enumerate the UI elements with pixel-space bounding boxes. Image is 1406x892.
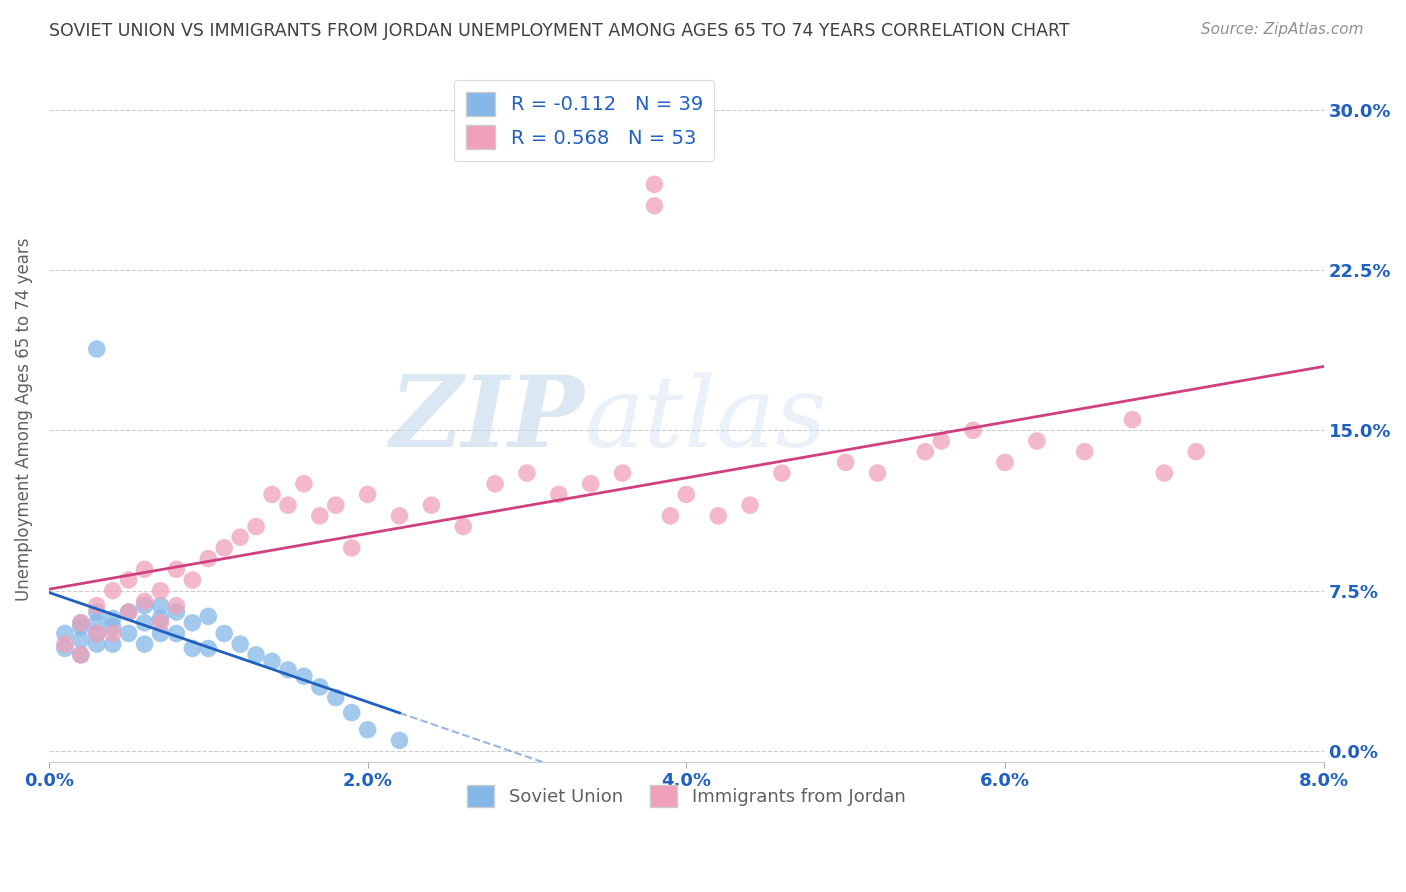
Point xyxy=(165,626,187,640)
Point xyxy=(866,466,889,480)
Point xyxy=(86,626,108,640)
Point xyxy=(86,605,108,619)
Point xyxy=(260,654,283,668)
Point xyxy=(101,637,124,651)
Point xyxy=(165,599,187,613)
Point xyxy=(1025,434,1047,448)
Point xyxy=(86,626,108,640)
Point xyxy=(1185,444,1208,458)
Point xyxy=(356,723,378,737)
Point xyxy=(69,620,91,634)
Point xyxy=(1121,412,1143,426)
Point xyxy=(86,342,108,356)
Point xyxy=(149,626,172,640)
Point xyxy=(134,594,156,608)
Point xyxy=(612,466,634,480)
Point xyxy=(53,637,76,651)
Point xyxy=(547,487,569,501)
Point xyxy=(101,583,124,598)
Point xyxy=(165,562,187,576)
Point xyxy=(277,498,299,512)
Point xyxy=(181,615,204,630)
Text: Source: ZipAtlas.com: Source: ZipAtlas.com xyxy=(1201,22,1364,37)
Point xyxy=(579,476,602,491)
Point xyxy=(643,199,665,213)
Point xyxy=(484,476,506,491)
Point xyxy=(197,551,219,566)
Point xyxy=(325,498,347,512)
Point xyxy=(245,648,267,662)
Point xyxy=(277,663,299,677)
Point xyxy=(707,508,730,523)
Point xyxy=(388,733,411,747)
Point xyxy=(101,626,124,640)
Point xyxy=(197,641,219,656)
Point xyxy=(165,605,187,619)
Point xyxy=(53,626,76,640)
Point xyxy=(181,641,204,656)
Point xyxy=(117,626,139,640)
Point xyxy=(101,620,124,634)
Point xyxy=(1073,444,1095,458)
Point xyxy=(962,423,984,437)
Point xyxy=(292,669,315,683)
Point xyxy=(117,605,139,619)
Point xyxy=(325,690,347,705)
Point xyxy=(53,641,76,656)
Point xyxy=(516,466,538,480)
Point xyxy=(292,476,315,491)
Point xyxy=(212,541,235,555)
Point xyxy=(69,615,91,630)
Point xyxy=(69,648,91,662)
Point xyxy=(356,487,378,501)
Point xyxy=(659,508,682,523)
Point xyxy=(86,637,108,651)
Point xyxy=(260,487,283,501)
Point xyxy=(994,455,1017,469)
Point xyxy=(643,178,665,192)
Text: atlas: atlas xyxy=(585,372,827,467)
Text: SOVIET UNION VS IMMIGRANTS FROM JORDAN UNEMPLOYMENT AMONG AGES 65 TO 74 YEARS CO: SOVIET UNION VS IMMIGRANTS FROM JORDAN U… xyxy=(49,22,1070,40)
Text: ZIP: ZIP xyxy=(389,371,585,468)
Point xyxy=(69,632,91,647)
Point xyxy=(308,680,330,694)
Y-axis label: Unemployment Among Ages 65 to 74 years: Unemployment Among Ages 65 to 74 years xyxy=(15,238,32,601)
Point xyxy=(134,615,156,630)
Point xyxy=(245,519,267,533)
Point xyxy=(69,615,91,630)
Point xyxy=(675,487,697,501)
Point xyxy=(340,706,363,720)
Point xyxy=(134,637,156,651)
Point xyxy=(388,508,411,523)
Point xyxy=(117,573,139,587)
Point xyxy=(86,599,108,613)
Point xyxy=(834,455,856,469)
Point xyxy=(229,530,252,544)
Point xyxy=(914,444,936,458)
Point xyxy=(69,648,91,662)
Point xyxy=(770,466,793,480)
Point xyxy=(181,573,204,587)
Legend: Soviet Union, Immigrants from Jordan: Soviet Union, Immigrants from Jordan xyxy=(460,778,912,814)
Point xyxy=(134,562,156,576)
Point xyxy=(197,609,219,624)
Point xyxy=(308,508,330,523)
Point xyxy=(117,605,139,619)
Point xyxy=(420,498,443,512)
Point xyxy=(738,498,761,512)
Point xyxy=(134,599,156,613)
Point xyxy=(101,611,124,625)
Point xyxy=(149,599,172,613)
Point xyxy=(212,626,235,640)
Point xyxy=(149,583,172,598)
Point xyxy=(86,615,108,630)
Point xyxy=(229,637,252,651)
Point xyxy=(1153,466,1175,480)
Point xyxy=(149,615,172,630)
Point xyxy=(929,434,952,448)
Point xyxy=(451,519,474,533)
Point xyxy=(340,541,363,555)
Point xyxy=(149,611,172,625)
